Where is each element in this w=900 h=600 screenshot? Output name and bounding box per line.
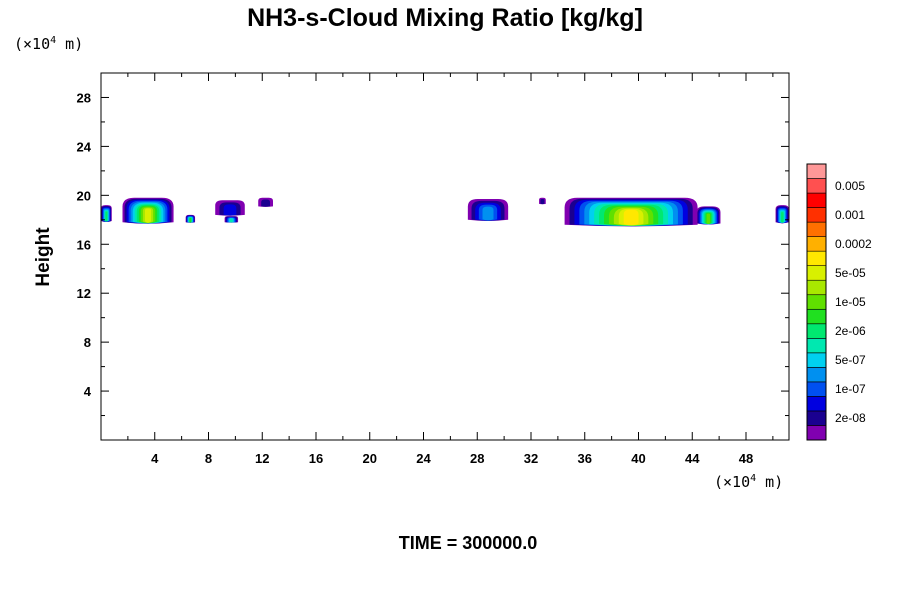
cloud-blob (224, 216, 239, 223)
x-tick-label: 44 (685, 451, 700, 466)
y-tick-label: 12 (77, 286, 91, 301)
x-axis: 4 8 12 16 20 24 28 32 36 40 44 48 (127, 73, 774, 466)
legend-swatch (806, 308, 827, 325)
y-tick-label: 28 (77, 90, 91, 105)
cloud-blob (101, 205, 112, 222)
legend-swatch (806, 207, 827, 223)
cloud-blob (122, 197, 174, 224)
plot-frame (100, 72, 790, 441)
cloud-contour (623, 209, 639, 226)
color-legend: 2e-08 1e-07 5e-07 2e-06 1e-05 5e-05 0.0002 0.00… (806, 163, 872, 441)
cloud-contour (230, 218, 233, 223)
cloud-contour (781, 212, 784, 223)
legend-label: 1e-05 (835, 295, 866, 309)
legend-swatch (806, 163, 827, 179)
cloud-contour (482, 206, 494, 221)
legend-label: 1e-07 (835, 382, 866, 396)
x-tick-label: 4 (151, 451, 159, 466)
x-tick-label: 40 (631, 451, 645, 466)
legend-swatch (806, 367, 827, 383)
cloud-contour (261, 199, 271, 207)
x-tick-label: 28 (470, 451, 484, 466)
y-axis: 4 8 12 16 20 24 28 (77, 90, 789, 417)
legend-label: 0.005 (835, 179, 865, 193)
x-unit-label: (×104 m) (714, 473, 783, 491)
legend-label: 5e-07 (835, 353, 866, 367)
cloud-blob (467, 199, 509, 222)
cloud-blob (775, 205, 789, 224)
cloud-blob (215, 200, 245, 216)
legend-label: 0.0002 (835, 237, 872, 251)
cloud-contour (706, 213, 711, 224)
x-tick-label: 24 (416, 451, 431, 466)
y-tick-label: 16 (77, 237, 91, 252)
x-tick-label: 32 (524, 451, 538, 466)
legend-swatch (806, 265, 827, 281)
plot-area (100, 72, 790, 441)
x-tick-label: 48 (739, 451, 753, 466)
x-tick-label: 36 (578, 451, 592, 466)
cloud-layer (101, 197, 789, 227)
legend-swatch (806, 425, 827, 441)
cloud-blob (539, 197, 546, 205)
x-tick-label: 16 (309, 451, 323, 466)
legend-swatch (806, 338, 827, 354)
y-tick-label: 8 (84, 335, 91, 350)
x-tick-label: 8 (205, 451, 212, 466)
y-unit-label: (×104 m) (14, 35, 83, 53)
cloud-blob (696, 206, 721, 225)
cloud-contour (540, 199, 545, 205)
y-tick-label: 24 (77, 139, 92, 154)
legend-swatch (806, 396, 827, 412)
cloud-contour (105, 211, 108, 222)
legend-swatch (806, 221, 827, 237)
legend-swatch (806, 381, 827, 397)
legend-label: 5e-05 (835, 266, 866, 280)
legend-swatch (806, 192, 827, 208)
y-axis-label: Height (33, 227, 54, 287)
legend-frame (806, 163, 827, 441)
x-tick-label: 12 (255, 451, 269, 466)
cloud-contour (189, 217, 192, 223)
cloud-contour (144, 208, 152, 223)
cloud-contour (223, 204, 237, 216)
chart-title: NH3-s-Cloud Mixing Ratio [kg/kg] (247, 4, 643, 32)
legend-swatch (806, 294, 827, 310)
legend-swatch (806, 352, 827, 368)
legend-swatch (806, 323, 827, 339)
cloud-blob (564, 197, 698, 227)
legend-swatch (806, 410, 827, 426)
legend-swatch (806, 279, 827, 296)
legend-swatch (806, 178, 827, 194)
y-tick-label: 4 (84, 384, 92, 399)
legend-label: 0.001 (835, 208, 865, 222)
x-tick-label: 20 (363, 451, 377, 466)
legend-label: 2e-06 (835, 324, 866, 338)
cloud-blob (185, 214, 196, 223)
cloud-blob (258, 197, 273, 207)
legend-swatch (806, 236, 827, 252)
time-label: TIME = 300000.0 (399, 533, 538, 553)
y-tick-label: 20 (77, 188, 91, 203)
legend-label: 2e-08 (835, 411, 866, 425)
legend-swatch (806, 250, 827, 266)
